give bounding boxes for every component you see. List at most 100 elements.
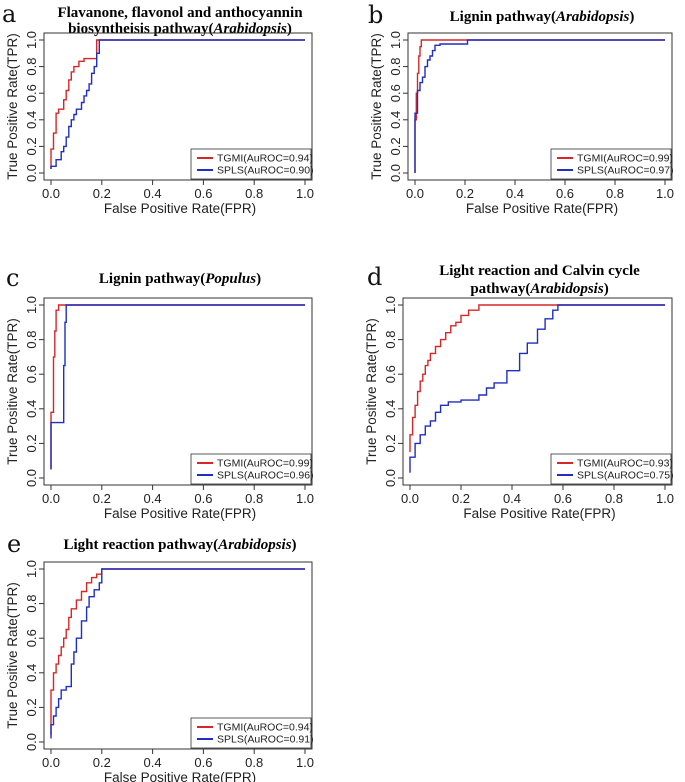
title-text: ) bbox=[256, 271, 261, 287]
y-tick-label: 0.0 bbox=[24, 733, 39, 751]
title-text: pathway( bbox=[470, 281, 530, 297]
x-axis-label: False Positive Rate(FPR) bbox=[466, 201, 618, 216]
roc-curve-spls bbox=[409, 304, 665, 473]
chart-panel-a: a Flavanone, flavonol and anthocyanninbio… bbox=[2, 0, 314, 216]
legend-label: SPLS(AuROC=0.97) bbox=[577, 165, 674, 177]
y-tick-label: 0.0 bbox=[24, 164, 39, 182]
x-axis-label: False Positive Rate(FPR) bbox=[104, 506, 256, 521]
plot-frame bbox=[402, 297, 673, 486]
roc-curve-tgmi bbox=[50, 568, 305, 736]
y-tick-label: 1.0 bbox=[24, 560, 39, 578]
x-axis-label: False Positive Rate(FPR) bbox=[463, 506, 615, 521]
x-tick-label: 0.6 bbox=[194, 186, 212, 201]
x-tick-label: 0.2 bbox=[93, 755, 111, 770]
roc-curve-spls bbox=[414, 39, 665, 173]
x-tick-label: 1.0 bbox=[296, 755, 314, 770]
x-tick-label: 0.4 bbox=[144, 755, 162, 770]
legend-box bbox=[190, 453, 312, 485]
y-axis-label: True Positive Rate(TPR) bbox=[5, 33, 20, 180]
panel-letter: d bbox=[367, 263, 382, 291]
chart-title-line-2: biosyntheisis pathway(Arabidopsis) bbox=[68, 21, 292, 37]
x-tick-label: 0.6 bbox=[554, 491, 572, 506]
legend-label: TGMI(AuROC=0.94) bbox=[217, 153, 313, 165]
y-tick-label: 0.0 bbox=[24, 469, 39, 487]
x-tick-label: 0.0 bbox=[42, 755, 60, 770]
y-tick-label: 0.4 bbox=[24, 400, 39, 418]
title-text: biosyntheisis pathway( bbox=[68, 21, 213, 37]
y-tick-label: 1.0 bbox=[24, 296, 39, 314]
title-text: ) bbox=[292, 537, 297, 553]
title-species: Arabidopsis bbox=[213, 21, 288, 37]
panel-letter: c bbox=[6, 264, 19, 292]
x-tick-label: 0.6 bbox=[556, 186, 574, 201]
title-text: ) bbox=[604, 281, 609, 297]
x-tick-label: 0.8 bbox=[245, 186, 263, 201]
x-tick-label: 0.2 bbox=[93, 491, 111, 506]
title-text: ) bbox=[629, 9, 634, 25]
legend-label: TGMI(AuROC=0.94) bbox=[217, 722, 313, 734]
roc-curve-tgmi bbox=[409, 304, 665, 453]
y-tick-label: 0.8 bbox=[388, 58, 403, 76]
x-tick-label: 0.8 bbox=[606, 186, 624, 201]
legend-label: TGMI(AuROC=0.93) bbox=[577, 458, 673, 470]
title-text: ) bbox=[287, 21, 292, 37]
y-tick-label: 0.6 bbox=[388, 84, 403, 102]
x-tick-label: 0.2 bbox=[456, 186, 474, 201]
chart-title-line-1: Light reaction and Calvin cycle bbox=[439, 263, 640, 279]
legend-box bbox=[190, 717, 312, 749]
x-tick-label: 1.0 bbox=[296, 491, 314, 506]
y-tick-label: 0.2 bbox=[24, 137, 39, 155]
x-tick-label: 1.0 bbox=[656, 186, 674, 201]
chart-title-line-1: Flavanone, flavonol and anthocyannin bbox=[57, 5, 303, 21]
roc-curve-spls bbox=[50, 39, 305, 169]
y-tick-label: 0.0 bbox=[383, 469, 398, 487]
x-tick-label: 0.8 bbox=[245, 755, 263, 770]
x-tick-label: 1.0 bbox=[296, 186, 314, 201]
x-tick-label: 0.4 bbox=[144, 491, 162, 506]
y-tick-label: 0.4 bbox=[24, 664, 39, 682]
y-tick-label: 0.8 bbox=[24, 595, 39, 613]
panel-letter: a bbox=[2, 0, 16, 28]
x-tick-label: 0.4 bbox=[144, 186, 162, 201]
chart-panel-b: b Lignin pathway(Arabidopsis) 0.0 0.2 0.4 0.6… bbox=[368, 1, 674, 216]
y-tick-label: 0.8 bbox=[24, 58, 39, 76]
legend-label: TGMI(AuROC=0.99) bbox=[577, 153, 673, 165]
legend-box bbox=[550, 453, 672, 485]
x-tick-label: 0.2 bbox=[452, 491, 470, 506]
y-tick-label: 0.4 bbox=[383, 400, 398, 418]
y-axis-label: True Positive Rate(TPR) bbox=[369, 33, 384, 180]
title-species: Arabidopsis bbox=[555, 9, 630, 25]
x-tick-label: 1.0 bbox=[656, 491, 674, 506]
x-tick-label: 0.0 bbox=[406, 186, 424, 201]
y-tick-label: 0.8 bbox=[24, 331, 39, 349]
legend-box bbox=[190, 148, 312, 180]
legend-label: SPLS(AuROC=0.91) bbox=[217, 734, 314, 746]
legend-label: SPLS(AuROC=0.96) bbox=[217, 470, 314, 482]
panel-letter: e bbox=[7, 530, 21, 558]
y-tick-label: 0.2 bbox=[24, 434, 39, 452]
roc-curve-spls bbox=[50, 304, 305, 470]
roc-curve-tgmi bbox=[414, 39, 665, 173]
title-species: Arabidopsis bbox=[217, 537, 292, 553]
y-tick-label: 1.0 bbox=[388, 31, 403, 49]
chart-title: Lignin pathway(Arabidopsis) bbox=[450, 9, 635, 25]
title-species: Populus bbox=[205, 271, 256, 287]
roc-curve-tgmi bbox=[50, 304, 305, 470]
x-tick-label: 0.0 bbox=[42, 186, 60, 201]
y-tick-label: 0.4 bbox=[388, 111, 403, 129]
roc-curve-spls bbox=[50, 568, 305, 739]
chart-title-line-2: pathway(Arabidopsis) bbox=[470, 281, 608, 297]
panel-letter: b bbox=[368, 1, 383, 29]
y-tick-label: 1.0 bbox=[383, 296, 398, 314]
y-tick-label: 0.6 bbox=[24, 84, 39, 102]
x-tick-label: 0.8 bbox=[605, 491, 623, 506]
x-tick-label: 0.2 bbox=[93, 186, 111, 201]
y-tick-label: 0.8 bbox=[383, 331, 398, 349]
title-text: Light reaction pathway( bbox=[63, 537, 218, 553]
y-tick-label: 0.2 bbox=[383, 434, 398, 452]
plot-frame bbox=[43, 32, 313, 181]
y-tick-label: 0.2 bbox=[388, 137, 403, 155]
y-axis-label: True Positive Rate(TPR) bbox=[364, 318, 379, 465]
chart-panel-c: c Lignin pathway(Populus) 0.0 0.2 0.4 0.6 0.8 1… bbox=[5, 264, 314, 521]
